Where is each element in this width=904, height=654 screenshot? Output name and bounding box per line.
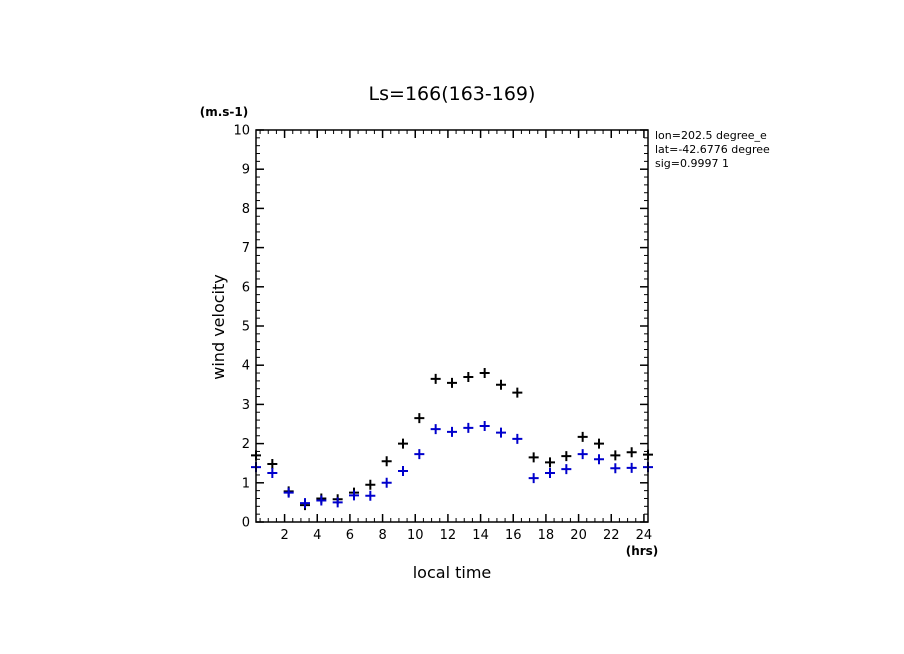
series-0 [251, 368, 653, 511]
y-tick-label: 9 [242, 163, 250, 178]
data-point [577, 449, 588, 460]
data-point [496, 379, 506, 390]
y-tick-label: 2 [242, 437, 250, 452]
data-point [577, 431, 588, 442]
data-point [610, 463, 621, 474]
data-point [332, 497, 343, 508]
x-tick-label: 6 [346, 528, 354, 543]
x-tick-label: 24 [636, 528, 653, 543]
annotation-sig: sig=0.9997 1 [655, 157, 729, 170]
x-tick-label: 4 [313, 528, 321, 543]
data-point [414, 449, 425, 460]
y-tick-label: 4 [242, 359, 250, 374]
data-point [381, 477, 392, 488]
data-point [300, 498, 310, 509]
y-unit-label: (m.s-1) [200, 105, 249, 119]
data-point [594, 454, 604, 465]
x-tick-label: 16 [505, 528, 522, 543]
plot-frame [255, 129, 649, 523]
chart-title: Ls=166(163-169) [369, 83, 536, 105]
data-point [316, 495, 327, 506]
annotation-clip [779, 128, 819, 173]
series-1 [251, 420, 653, 509]
y-tick-label: 1 [242, 476, 250, 491]
data-point [528, 473, 539, 484]
y-tick-label: 7 [242, 241, 250, 256]
y-axis-label: wind velocity [209, 274, 228, 379]
data-point [496, 427, 506, 438]
x-tick-label: 22 [603, 528, 620, 543]
y-tick-label: 6 [242, 280, 250, 295]
data-point [414, 413, 425, 424]
data-point [267, 468, 278, 478]
data-point [430, 424, 441, 435]
data-point [365, 490, 376, 501]
y-tick-label: 0 [242, 516, 250, 531]
x-tick-label: 20 [570, 528, 587, 543]
y-tick-label: 5 [242, 320, 250, 335]
x-tick-label: 18 [538, 528, 555, 543]
data-point [283, 487, 294, 498]
data-point [626, 447, 637, 458]
data-point [365, 479, 376, 490]
x-unit-label: (hrs) [626, 544, 659, 558]
data-point [545, 468, 555, 478]
x-tick-label: 2 [280, 528, 288, 543]
annotation-lon: lon=202.5 degree_e [655, 129, 767, 142]
data-point [267, 458, 278, 469]
x-tick-label: 12 [440, 528, 457, 543]
data-point [528, 452, 539, 463]
data-point [561, 464, 572, 475]
data-point [463, 371, 474, 382]
data-point [479, 420, 490, 431]
data-point [430, 373, 441, 384]
data-point [349, 490, 359, 501]
data-point [626, 462, 637, 473]
y-tick-label: 10 [233, 124, 250, 139]
data-point [545, 457, 555, 468]
data-point [512, 433, 523, 444]
x-tick-label: 10 [407, 528, 424, 543]
x-tick-label: 8 [378, 528, 386, 543]
data-point [610, 450, 621, 461]
annotation-lat: lat=-42.6776 degree [655, 143, 770, 156]
data-marks [251, 368, 653, 511]
x-tick-label: 14 [472, 528, 489, 543]
data-point [479, 368, 490, 379]
data-point [447, 426, 457, 437]
data-point [463, 422, 474, 433]
data-point [561, 451, 572, 462]
data-point [447, 377, 457, 388]
data-point [398, 438, 408, 449]
data-point [398, 466, 408, 477]
x-axis-label: local time [413, 563, 492, 582]
data-point [512, 387, 523, 398]
y-tick-label: 3 [242, 398, 250, 413]
annotations: lon=202.5 degree_e lat=-42.6776 degree s… [655, 129, 770, 170]
data-point [381, 456, 392, 467]
y-tick-label: 8 [242, 202, 250, 217]
data-point [594, 438, 604, 449]
